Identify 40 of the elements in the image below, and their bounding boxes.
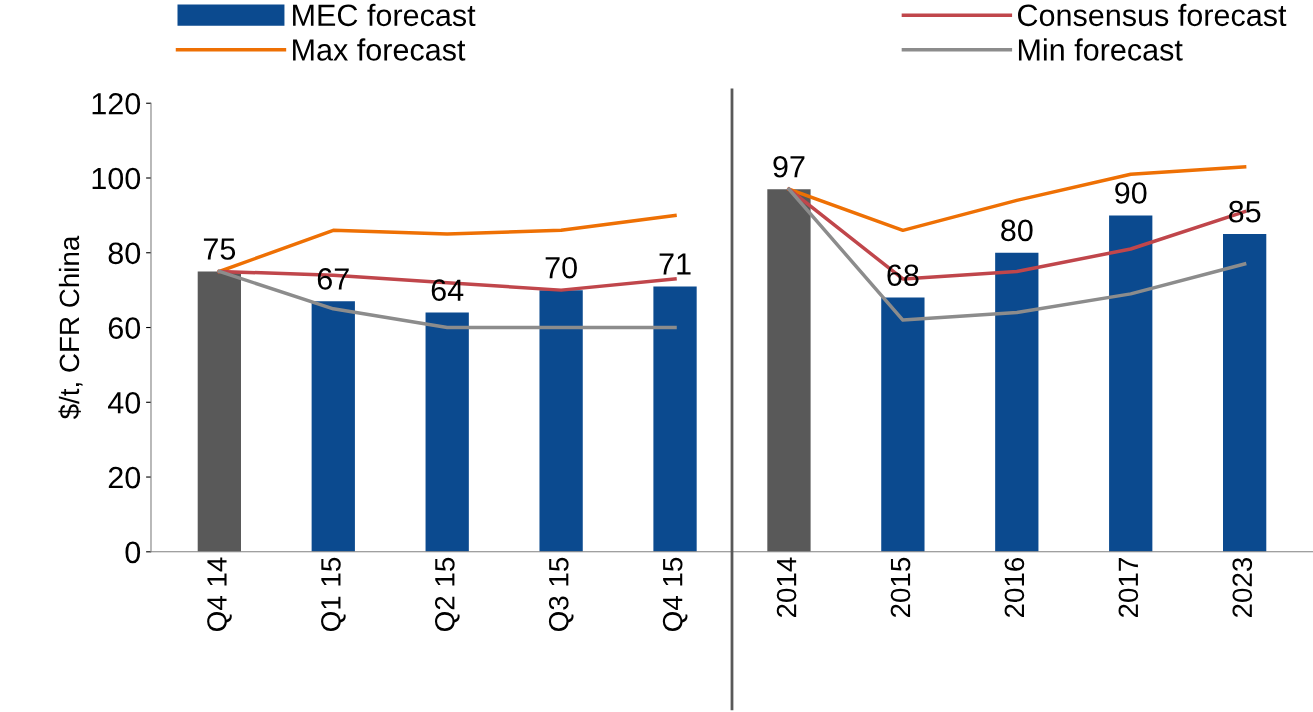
- legend-label: Min forecast: [1018, 38, 1183, 61]
- x-tick-label: Q1 15: [321, 557, 346, 632]
- bar: [653, 286, 697, 552]
- y-tick-label: 120: [92, 92, 141, 115]
- bar: [539, 290, 583, 552]
- x-tick-label: Q3 15: [548, 557, 574, 632]
- data-label: 75: [203, 238, 236, 260]
- x-tick-label: 2014: [776, 557, 797, 618]
- data-label: 80: [1001, 219, 1033, 242]
- legend-label: Max forecast: [293, 38, 466, 61]
- bar: [197, 271, 241, 552]
- x-tick-label: 2023: [1232, 557, 1253, 618]
- x-tick-label: Q2 15: [434, 557, 460, 632]
- x-tick-label: 2016: [1004, 557, 1025, 618]
- bar: [311, 301, 355, 552]
- y-tick-label: 60: [108, 317, 141, 339]
- data-label: 70: [545, 256, 577, 279]
- x-tick-label: 2017: [1118, 558, 1139, 618]
- bar: [1223, 234, 1267, 552]
- data-label: 90: [1115, 182, 1147, 204]
- bar: [767, 189, 811, 552]
- data-label: 97: [773, 155, 805, 178]
- data-label: 71: [659, 253, 691, 275]
- y-tick-label: 20: [108, 466, 141, 489]
- x-tick-label: Q4 15: [662, 557, 688, 632]
- y-tick-label: 40: [107, 392, 141, 414]
- bar: [881, 297, 925, 552]
- x-tick-label: 2015: [890, 557, 911, 618]
- bar: [1109, 215, 1153, 552]
- data-label: 85: [1228, 200, 1261, 223]
- legend-label: MEC forecast: [293, 3, 476, 27]
- x-tick-label: Q4 14: [207, 557, 232, 632]
- bar: [995, 252, 1039, 552]
- legend-label: Consensus forecast: [1018, 3, 1287, 27]
- y-tick-label: 0: [125, 541, 141, 564]
- y-tick-label: 100: [92, 167, 141, 190]
- y-axis-title: $/t, CFR China: [58, 235, 83, 420]
- y-tick-label: 80: [108, 242, 141, 265]
- bar: [425, 312, 469, 552]
- data-label: 64: [431, 279, 464, 301]
